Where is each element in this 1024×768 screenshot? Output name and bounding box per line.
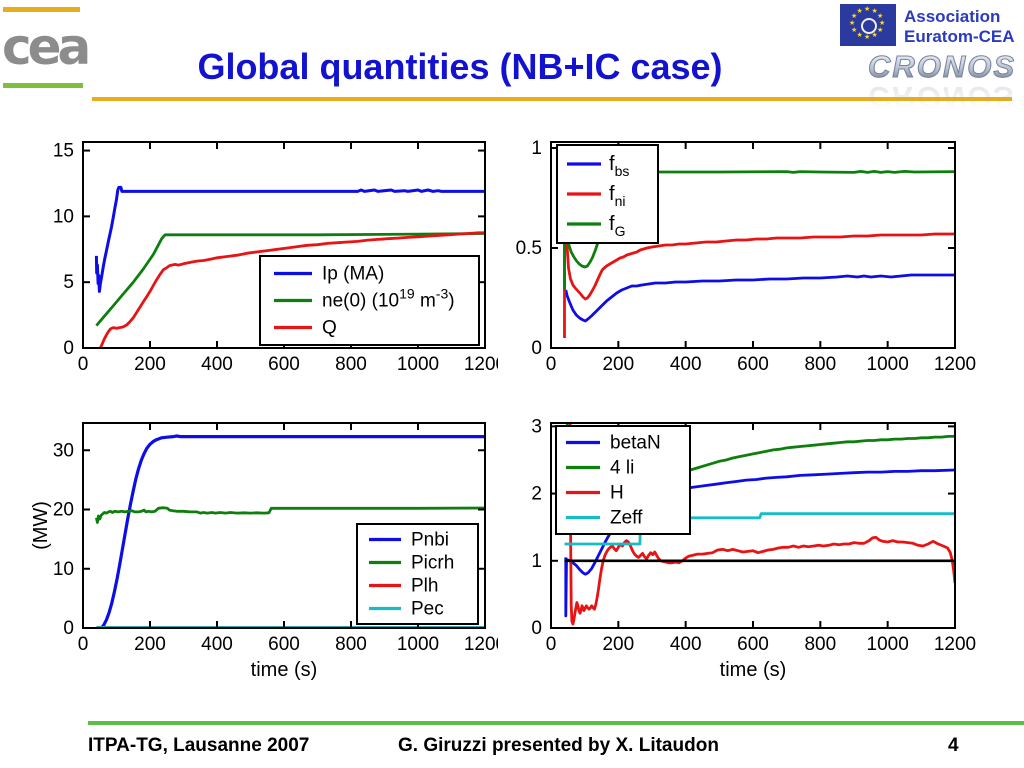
svg-text:Zeff: Zeff	[610, 508, 643, 529]
eu-star-icon: ★	[876, 13, 884, 20]
svg-text:0: 0	[78, 634, 89, 655]
svg-text:ne(0) (1019 m-3): ne(0) (1019 m-3)	[322, 286, 455, 312]
svg-text:Picrh: Picrh	[411, 553, 454, 574]
svg-text:1000: 1000	[397, 634, 439, 655]
cea-logo: cea	[2, 18, 91, 76]
svg-text:1200: 1200	[934, 354, 976, 375]
eu-star-icon: ★	[851, 13, 858, 20]
eu-star-icon: ★	[849, 20, 856, 27]
eu-flag-icon: ★ ★ ★ ★ ★ ★ ★ ★ ★ ★ ★ ★	[840, 4, 896, 46]
svg-text:400: 400	[670, 634, 702, 655]
svg-text:600: 600	[737, 634, 769, 655]
svg-text:15: 15	[53, 141, 74, 162]
svg-text:30: 30	[53, 440, 74, 461]
title-underline	[92, 97, 1012, 101]
svg-text:1000: 1000	[867, 354, 909, 375]
svg-text:Q: Q	[322, 318, 337, 339]
cronos-logo-reflection: CRONOS	[867, 80, 1017, 115]
cronos-logo: CRONOS	[862, 51, 1022, 83]
svg-text:3: 3	[531, 416, 542, 437]
svg-text:Pnbi: Pnbi	[411, 530, 449, 551]
svg-text:0: 0	[531, 338, 542, 359]
eu-star-icon: ★	[856, 7, 863, 15]
association-line2: Euratom-CEA	[904, 27, 1015, 46]
eu-star-icon: ★	[876, 27, 884, 34]
eu-star-icon: ★	[879, 20, 886, 27]
svg-text:(MW): (MW)	[30, 501, 52, 550]
plot-beta-li-h-zeff: 0 200 400 600 800 1000 1200 0 1 2 3 time (s) betaN 4 …	[496, 409, 978, 694]
svg-text:0: 0	[63, 618, 74, 639]
svg-text:H: H	[610, 483, 624, 504]
svg-text:Pec: Pec	[411, 599, 444, 620]
svg-text:200: 200	[602, 634, 634, 655]
svg-text:1200: 1200	[934, 634, 976, 655]
svg-text:betaN: betaN	[610, 433, 661, 454]
svg-text:0.5: 0.5	[516, 238, 542, 259]
svg-text:1: 1	[531, 138, 542, 159]
eu-star-icon: ★	[856, 32, 863, 40]
svg-text:1000: 1000	[867, 634, 909, 655]
footer-page-number: 4	[948, 735, 959, 756]
svg-text:0: 0	[531, 618, 542, 639]
svg-text:200: 200	[602, 354, 634, 375]
svg-text:0: 0	[546, 634, 557, 655]
svg-text:600: 600	[737, 354, 769, 375]
eu-star-icon: ★	[871, 32, 878, 40]
svg-text:1200: 1200	[464, 354, 498, 375]
eu-star-icon: ★	[864, 34, 871, 41]
footer-credit: G. Giruzzi presented by X. Litaudon	[398, 735, 719, 756]
svg-text:4 li: 4 li	[610, 458, 634, 479]
svg-text:2: 2	[531, 484, 542, 505]
svg-text:10: 10	[53, 206, 74, 227]
svg-text:600: 600	[268, 634, 300, 655]
svg-text:5: 5	[63, 272, 74, 293]
svg-text:0: 0	[63, 338, 74, 359]
svg-text:1: 1	[531, 551, 542, 572]
svg-text:0: 0	[546, 354, 557, 375]
svg-text:400: 400	[670, 354, 702, 375]
plot-fractions: 0 200 400 600 800 1000 1200 0 0.5 1 fbs fni fG	[496, 128, 978, 380]
svg-text:fbs: fbs	[609, 153, 629, 179]
svg-text:800: 800	[804, 634, 836, 655]
svg-text:400: 400	[201, 634, 233, 655]
eu-flag-ring	[861, 18, 877, 34]
svg-text:Plh: Plh	[411, 576, 438, 597]
footer-conference: ITPA-TG, Lausanne 2007	[88, 735, 310, 756]
svg-text:fG: fG	[609, 213, 625, 239]
plot-ip-ne-q: 0 200 400 600 800 1000 1200 0 5 10 15 Ip (MA)ne(0) …	[28, 128, 498, 380]
footer-divider	[88, 721, 1024, 725]
svg-text:1200: 1200	[464, 634, 498, 655]
association-line1: Association	[904, 7, 1001, 26]
svg-text:time (s): time (s)	[720, 659, 787, 681]
eu-star-icon: ★	[851, 27, 858, 34]
svg-text:200: 200	[134, 634, 166, 655]
svg-text:200: 200	[134, 354, 166, 375]
svg-text:time (s): time (s)	[251, 659, 318, 681]
page-title: Global quantities (NB+IC case)	[197, 46, 723, 88]
svg-text:Ip (MA): Ip (MA)	[322, 264, 384, 285]
eu-star-icon: ★	[871, 7, 878, 15]
eu-star-icon: ★	[864, 6, 871, 13]
svg-text:800: 800	[804, 354, 836, 375]
svg-text:fni: fni	[609, 183, 625, 209]
svg-text:0: 0	[78, 354, 89, 375]
svg-text:400: 400	[201, 354, 233, 375]
svg-text:800: 800	[335, 634, 367, 655]
svg-text:10: 10	[53, 559, 74, 580]
svg-text:20: 20	[53, 500, 74, 521]
plot-heating-powers: 0 200 400 600 800 1000 1200 0 10 20 30 time (s) (MW)…	[28, 409, 498, 694]
cea-gold-bar	[3, 7, 80, 12]
svg-text:600: 600	[268, 354, 300, 375]
svg-text:1000: 1000	[397, 354, 439, 375]
association-label: Association Euratom-CEA	[904, 7, 1015, 47]
svg-text:800: 800	[335, 354, 367, 375]
cea-green-bar	[3, 83, 83, 88]
